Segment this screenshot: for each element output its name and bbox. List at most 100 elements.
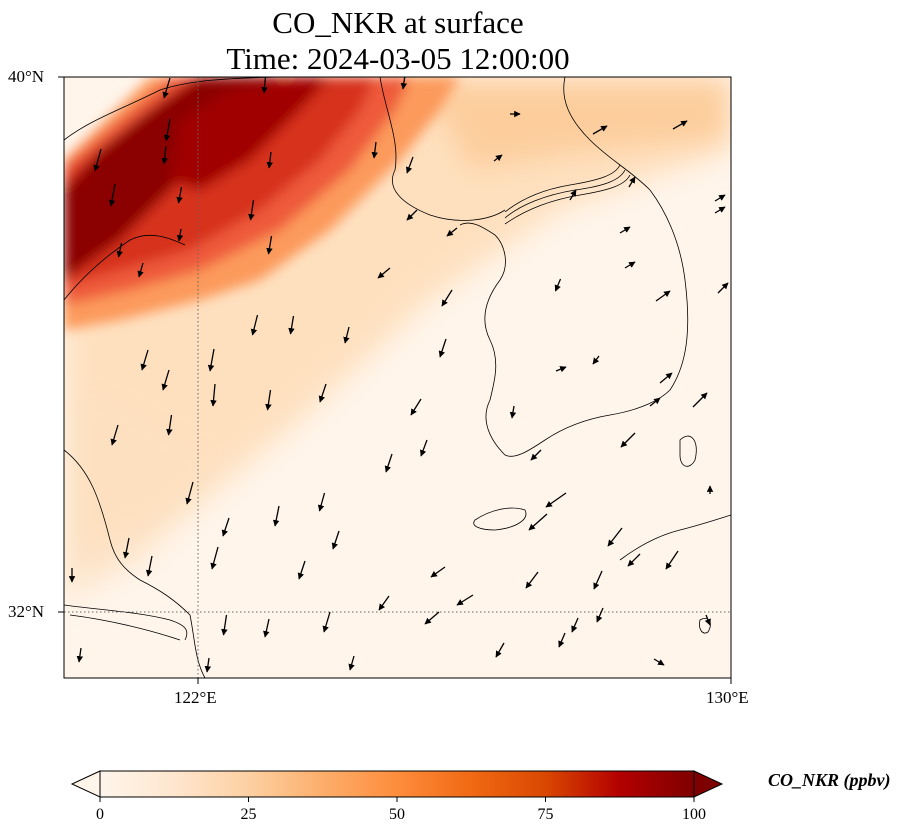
gridlines <box>64 77 731 678</box>
wind-arrow-icon <box>210 383 217 407</box>
wind-arrow-icon <box>384 453 393 473</box>
wind-arrow-icon <box>265 389 272 411</box>
lon-tick-label: 130°E <box>706 688 749 707</box>
wind-arrow-icon <box>266 151 273 169</box>
wind-arrow-icon <box>424 611 440 625</box>
colorbar-tick-label: 100 <box>682 806 706 823</box>
map-title: CO_NKR at surface <box>272 5 524 40</box>
coastlines <box>64 77 731 678</box>
wind-arrow-icon <box>714 206 726 214</box>
wind-arrow-icon <box>655 290 671 302</box>
wind-arrow-icon <box>624 261 636 269</box>
wind-arrow-icon <box>620 432 636 448</box>
wind-arrow-icon <box>446 227 458 237</box>
wind-arrow-icon <box>331 530 340 550</box>
wind-arrow-icon <box>441 289 453 307</box>
wind-arrow-icon <box>288 315 295 335</box>
wind-arrow-icon <box>161 145 168 165</box>
wind-arrow-icon <box>318 383 327 403</box>
colorbar-tick-label: 75 <box>537 806 554 823</box>
wind-arrow-icon <box>261 77 268 94</box>
wind-arrow-icon <box>430 566 446 578</box>
wind-arrow-icon <box>593 570 603 590</box>
wind-arrow-icon <box>653 658 665 666</box>
wind-arrow-icon <box>628 176 636 188</box>
wind-arrow-icon <box>110 424 119 446</box>
colorbar-label: CO_NKR (ppbv) <box>768 770 891 790</box>
wind-arrow-icon <box>406 209 418 221</box>
wind-arrow-icon <box>297 560 306 580</box>
wind-arrow-icon <box>93 148 102 172</box>
wind-arrow-icon <box>456 594 474 606</box>
wind-arrow-icon <box>558 632 566 648</box>
colorbar-tick-label: 25 <box>240 806 257 823</box>
wind-arrow-icon <box>528 513 548 531</box>
wind-arrow-icon <box>108 183 116 207</box>
colorbar-min-extend <box>70 770 101 798</box>
wind-arrow-icon <box>263 618 270 638</box>
wind-arrow-icon <box>322 611 331 633</box>
wind-arrow-icon <box>554 278 562 292</box>
wind-arrow-icon <box>592 355 600 365</box>
wind-arrow-icon <box>525 571 539 589</box>
wind-arrow-icon <box>714 194 726 202</box>
wind-arrow-icon <box>530 449 542 461</box>
colorbar-max-extend <box>693 770 724 798</box>
wind-arrow-icon <box>545 492 567 508</box>
wind-arrow-icon <box>509 405 517 419</box>
wind-arrow-icon <box>76 647 84 663</box>
wind-arrow-icon <box>420 439 428 457</box>
wind-arrow-icon <box>619 226 631 234</box>
wind-arrow-icon <box>672 120 688 130</box>
wind-arrow-icon <box>692 392 708 408</box>
wind-arrow-icon <box>371 141 378 159</box>
wind-arrow-icon <box>377 267 391 279</box>
wind-arrow-icon <box>555 366 567 373</box>
wind-arrow-icon <box>137 262 144 278</box>
wind-arrow-icon <box>495 642 505 658</box>
wind-arrow-icon <box>122 537 130 559</box>
wind-arrow-icon <box>250 314 259 336</box>
wind-arrow-icon <box>221 614 228 636</box>
wind-arrow-icon <box>649 397 661 407</box>
wind-arrow-icon <box>185 481 194 505</box>
wind-arrow-icon <box>176 228 184 242</box>
wind-arrow-icon <box>438 338 447 358</box>
wind-arrow-icon <box>207 348 215 372</box>
wind-arrow-icon <box>348 655 355 671</box>
wind-arrow-icon <box>659 372 673 384</box>
colorbar-tick-label: 50 <box>389 806 405 823</box>
wind-arrow-icon <box>116 242 123 258</box>
wind-arrow-icon <box>607 527 623 547</box>
wind-arrow-icon <box>145 555 153 577</box>
wind-arrow-icon <box>343 326 350 344</box>
wind-arrow-icon <box>248 199 255 221</box>
wind-arrow-icon <box>569 189 577 201</box>
wind-arrow-icon <box>317 492 326 512</box>
wind-arrow-icon <box>627 553 641 567</box>
concentration-field <box>64 77 731 678</box>
wind-arrow-icon <box>163 118 171 142</box>
wind-arrow-icon <box>493 154 503 162</box>
lat-tick-label: 40°N <box>8 67 45 86</box>
wind-arrow-icon <box>204 657 212 673</box>
wind-arrow-icon <box>592 125 608 135</box>
wind-arrow-icon <box>596 607 604 623</box>
map-time: Time: 2024-03-05 12:00:00 <box>226 41 570 76</box>
colorbar-tick-label: 0 <box>96 806 104 823</box>
wind-arrow-icon <box>406 156 414 174</box>
wind-arrow-icon <box>571 617 579 633</box>
colorbar-gradient <box>99 770 695 798</box>
wind-arrow-icon <box>272 505 280 527</box>
wind-arrow-icon <box>221 517 230 537</box>
wind-vectors <box>68 77 729 673</box>
wind-arrow-icon <box>378 595 390 611</box>
wind-arrow-icon <box>210 546 219 570</box>
wind-arrow-icon <box>166 414 173 436</box>
wind-arrow-icon <box>162 77 171 99</box>
map-frame <box>63 76 732 679</box>
wind-arrow-icon <box>665 550 679 570</box>
wind-arrow-icon <box>717 282 729 294</box>
